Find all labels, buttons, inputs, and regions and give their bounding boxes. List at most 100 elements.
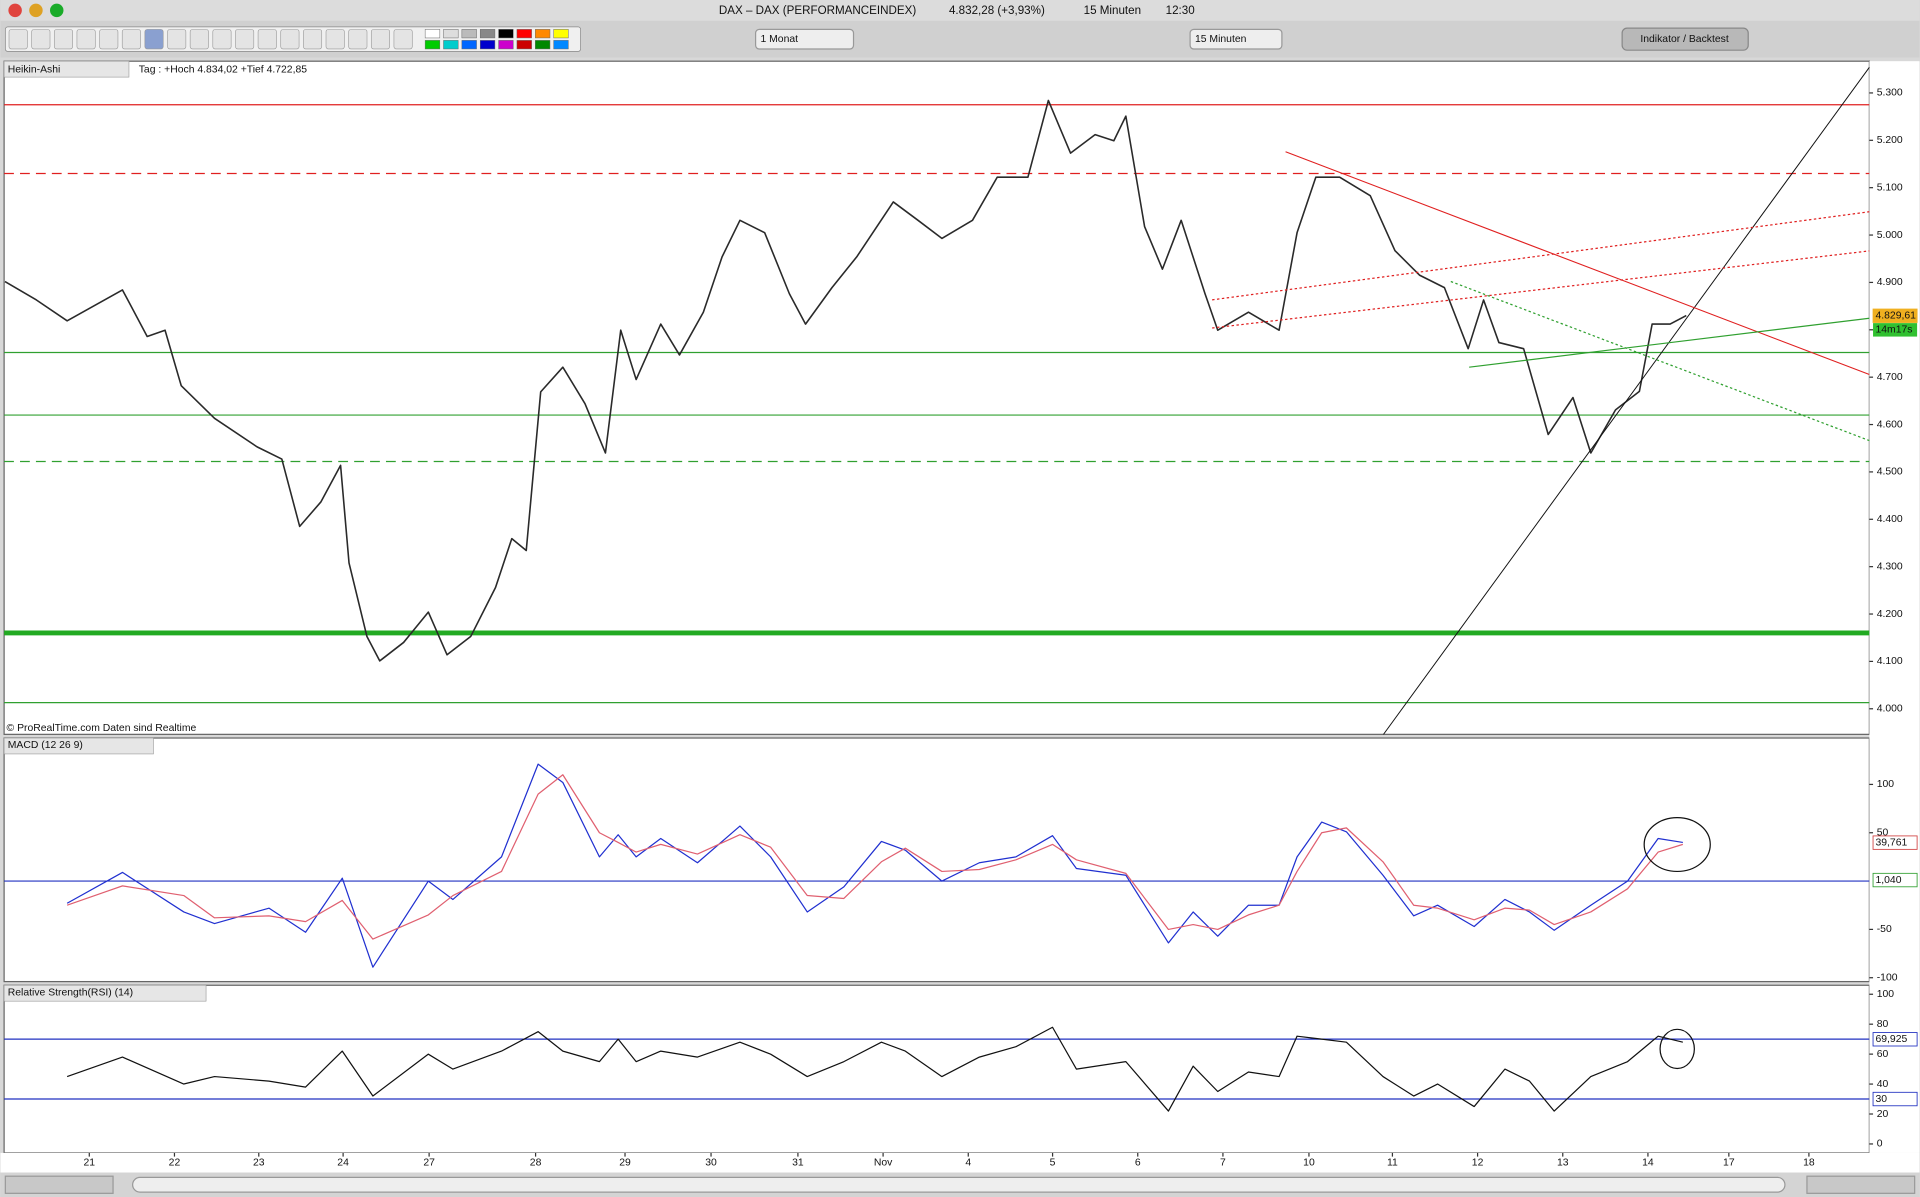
interval-dropdown[interactable] <box>1189 28 1283 50</box>
price-marker <box>1872 1091 1918 1107</box>
highlight-circle <box>1643 816 1711 873</box>
color-swatch[interactable] <box>516 40 532 50</box>
pane-title: MACD (12 26 9) <box>8 740 83 751</box>
x-tick-label: 23 <box>253 1157 265 1168</box>
timer-label: 14m17s <box>1875 325 1912 336</box>
series-line <box>66 763 1683 968</box>
close-button[interactable] <box>8 3 22 18</box>
y-tick-label: 4.900 <box>1877 277 1903 288</box>
color-swatch[interactable] <box>424 40 441 50</box>
tool-button[interactable] <box>235 29 255 50</box>
tool-button[interactable] <box>212 29 232 50</box>
x-tick-label: 10 <box>1303 1157 1315 1168</box>
pane-header <box>3 60 130 78</box>
color-swatch[interactable] <box>498 40 514 50</box>
tool-button[interactable] <box>121 29 141 50</box>
color-swatch[interactable] <box>461 29 477 39</box>
tool-button[interactable] <box>53 29 73 50</box>
tool-button[interactable] <box>144 29 164 50</box>
color-swatch[interactable] <box>479 40 496 50</box>
x-tick-label: 29 <box>619 1157 631 1168</box>
tool-button[interactable] <box>393 29 413 50</box>
indicator-button[interactable] <box>1621 27 1749 51</box>
color-swatch[interactable] <box>535 29 551 39</box>
x-tick-label: 11 <box>1387 1157 1398 1168</box>
period-dropdown[interactable] <box>754 28 855 50</box>
x-tick-label: 21 <box>84 1157 96 1168</box>
x-tick-label: 7 <box>1220 1157 1226 1168</box>
y-tick-label: 40 <box>1877 1079 1889 1090</box>
y-tick-label: -50 <box>1877 924 1892 935</box>
y-tick-label: 4.400 <box>1877 514 1903 525</box>
y-tick-label: 5.100 <box>1877 182 1903 193</box>
y-tick-label: 4.600 <box>1877 419 1903 430</box>
drawings <box>1212 67 1870 1070</box>
price-marker-label: 4.829,61 <box>1875 311 1916 322</box>
tool-button[interactable] <box>31 29 51 50</box>
price-marker-label: 39,761 <box>1875 837 1907 848</box>
y-tick-label: 20 <box>1877 1109 1889 1120</box>
zoom-button[interactable] <box>50 3 64 18</box>
pane-subtitle: Tag : +Hoch 4.834,02 +Tief 4.722,85 <box>139 65 308 76</box>
pane-title: Relative Strength(RSI) (14) <box>8 987 133 998</box>
x-tick-label: 30 <box>705 1157 717 1168</box>
color-swatch[interactable] <box>443 40 459 50</box>
y-tick-label: 4.500 <box>1877 467 1903 478</box>
y-tick-label: 100 <box>1877 989 1895 1000</box>
y-tick-label: 5.200 <box>1877 135 1903 146</box>
tool-button[interactable] <box>76 29 96 50</box>
window-quote: 4.832,28 (+3,93%) <box>949 4 1045 17</box>
tool-button[interactable] <box>189 29 209 50</box>
x-tick-label: 24 <box>337 1157 349 1168</box>
y-tick-label: 50 <box>1877 827 1889 838</box>
color-swatch[interactable] <box>461 40 477 50</box>
y-tick-label: 4.000 <box>1877 704 1903 715</box>
tool-button[interactable] <box>325 29 345 50</box>
minimize-button[interactable] <box>29 3 43 18</box>
tool-button[interactable] <box>280 29 300 50</box>
macd-pane <box>3 737 1870 983</box>
color-swatch[interactable] <box>498 29 514 39</box>
x-tick-label: 4 <box>965 1157 971 1168</box>
highlight-circle <box>1659 1028 1695 1070</box>
tool-buttons <box>8 29 569 50</box>
y-tick-label: 5.000 <box>1877 230 1903 241</box>
x-tick-label: 6 <box>1135 1157 1141 1168</box>
price-marker-label: 30 <box>1875 1094 1887 1105</box>
tool-button[interactable] <box>8 29 28 50</box>
pane-header <box>3 737 154 755</box>
x-tick-label: Nov <box>874 1157 893 1168</box>
color-swatch[interactable] <box>553 29 569 39</box>
y-tick-label: 4.700 <box>1877 372 1903 383</box>
tool-button[interactable] <box>370 29 390 50</box>
series-line <box>4 99 1687 662</box>
y-tick-label: 80 <box>1877 1019 1889 1030</box>
tool-button[interactable] <box>99 29 119 50</box>
price-marker <box>1872 835 1918 850</box>
color-swatch[interactable] <box>424 29 441 39</box>
tool-button[interactable] <box>348 29 368 50</box>
y-tick-label: 5.300 <box>1877 88 1903 99</box>
scrollbar[interactable] <box>132 1176 1786 1193</box>
zoom-tools[interactable] <box>1806 1175 1916 1194</box>
bottom-tools[interactable] <box>4 1175 114 1194</box>
series-line <box>66 1026 1683 1112</box>
period-label: 1 Monat <box>761 34 799 45</box>
price-marker-label: 69,925 <box>1875 1034 1907 1045</box>
color-swatch[interactable] <box>479 29 496 39</box>
color-swatch[interactable] <box>553 40 569 50</box>
x-tick-label: 12 <box>1472 1157 1484 1168</box>
tool-button[interactable] <box>257 29 277 50</box>
color-swatch[interactable] <box>443 29 459 39</box>
pane-title: Heikin-Ashi <box>8 65 61 76</box>
tool-button[interactable] <box>303 29 323 50</box>
color-swatch[interactable] <box>516 29 532 39</box>
x-tick-label: 22 <box>169 1157 181 1168</box>
x-tick-label: 27 <box>423 1157 435 1168</box>
color-swatch[interactable] <box>535 40 551 50</box>
price-marker-label: 1,040 <box>1875 875 1901 886</box>
interval-label: 15 Minuten <box>1195 34 1247 45</box>
tool-button[interactable] <box>167 29 187 50</box>
trend-line <box>1383 67 1870 735</box>
